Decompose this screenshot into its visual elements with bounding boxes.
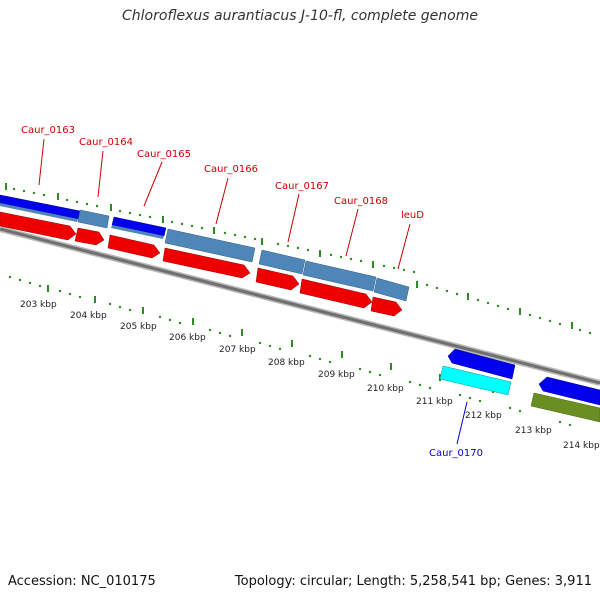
reverse-strand-genes (439, 348, 600, 423)
gene-caur-0166-forward[interactable] (164, 228, 256, 263)
gene-caur-0171-blue[interactable] (538, 376, 600, 406)
gene-label-caur-0165[interactable]: Caur_0165 (137, 149, 191, 160)
kbp-label: 212 kbp (465, 411, 502, 421)
genome-backbone (0, 226, 600, 386)
cds-leud[interactable] (370, 296, 403, 317)
kbp-label: 213 kbp (515, 426, 552, 436)
gene-label-caur-0170[interactable]: Caur_0170 (429, 448, 483, 459)
cds-caur-0168[interactable] (299, 278, 373, 309)
kbp-label: 207 kbp (219, 345, 256, 355)
cds-caur-0166[interactable] (162, 247, 251, 279)
kbp-label: 203 kbp (20, 300, 57, 310)
gene-caur-0171-olive[interactable] (530, 392, 600, 423)
kbp-label: 214 kbp (563, 441, 600, 451)
cds-caur-0167[interactable] (255, 267, 300, 291)
gene-label-caur-0164[interactable]: Caur_0164 (79, 137, 133, 148)
gene-caur-0163-steel (0, 203, 78, 222)
genome-title: Chloroflexus aurantiacus J-10-fl, comple… (122, 8, 478, 24)
kbp-label: 209 kbp (318, 370, 355, 380)
cds-caur-0164[interactable] (74, 227, 105, 246)
kbp-label: 208 kbp (268, 358, 305, 368)
gene-label-leaders (38, 138, 468, 445)
gene-caur-0164-forward[interactable] (77, 209, 110, 229)
gene-leud-forward[interactable] (373, 277, 410, 302)
inner-tick-track (8, 275, 591, 427)
kbp-label: 204 kbp (70, 311, 107, 321)
forward-strand-genes (0, 194, 410, 302)
kbp-label: 211 kbp (416, 397, 453, 407)
gene-caur-0167-forward[interactable] (258, 249, 306, 275)
gene-label-caur-0167[interactable]: Caur_0167 (275, 181, 329, 192)
kbp-label: 210 kbp (367, 384, 404, 394)
gene-label-leud[interactable]: leuD (401, 210, 424, 221)
kbp-label: 206 kbp (169, 333, 206, 343)
cds-caur-0163[interactable] (0, 211, 77, 241)
gene-label-caur-0163[interactable]: Caur_0163 (21, 125, 75, 136)
gene-caur-0170[interactable] (439, 365, 512, 396)
gene-caur-0168-forward[interactable] (302, 260, 377, 292)
gene-label-caur-0168[interactable]: Caur_0168 (334, 196, 388, 207)
gene-caur-0170-blue[interactable] (447, 348, 516, 380)
accession-text: Accession: NC_010175 (8, 574, 156, 589)
genome-summary-text: Topology: circular; Length: 5,258,541 bp… (234, 574, 592, 589)
kbp-label: 205 kbp (120, 322, 157, 332)
gene-caur-0165-steel (111, 225, 164, 239)
outer-tick-track (5, 183, 592, 335)
cds-track-red (0, 211, 403, 317)
gene-label-caur-0166[interactable]: Caur_0166 (204, 164, 258, 175)
position-labels: 203 kbp 204 kbp 205 kbp 206 kbp 207 kbp … (20, 300, 600, 451)
gene-labels: Caur_0163 Caur_0164 Caur_0165 Caur_0166 … (21, 125, 483, 459)
cds-caur-0165[interactable] (107, 234, 161, 259)
